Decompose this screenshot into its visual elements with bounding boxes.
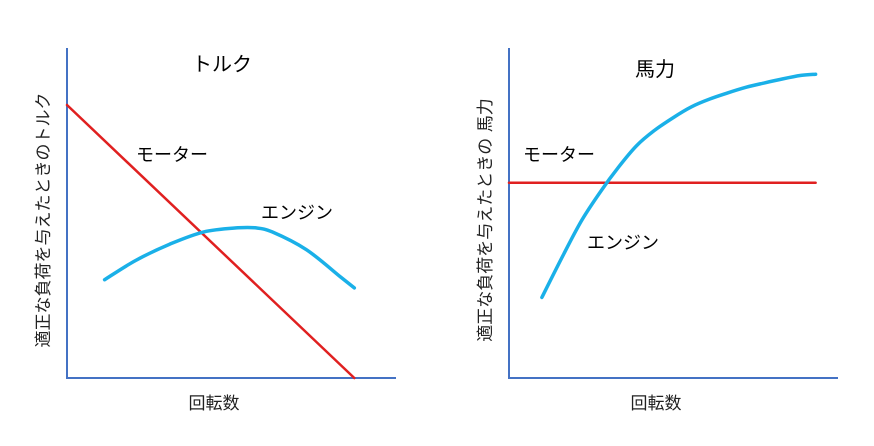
horsepower-chart-title: 馬力 xyxy=(635,57,675,81)
torque-engine-line xyxy=(102,225,357,290)
torque-motor-line xyxy=(65,103,356,380)
torque-motor-label: モーター xyxy=(136,145,208,166)
torque-engine-label: エンジン xyxy=(261,203,333,224)
torque-x-axis-label: 回転数 xyxy=(189,394,240,414)
horsepower-y-axis-label: 適正な負荷を与えたときの 馬力 xyxy=(476,98,496,341)
horsepower-motor-label: モーター xyxy=(523,145,595,166)
horsepower-x-axis-label: 回転数 xyxy=(631,394,682,414)
torque-chart: トルク モーター エンジン 回転数 適正な負荷を与えたときのトルク xyxy=(34,48,396,414)
horsepower-engine-line xyxy=(540,72,818,300)
horsepower-engine-label: エンジン xyxy=(587,233,659,254)
torque-chart-title: トルク xyxy=(192,52,252,76)
horsepower-chart: 馬力 モーター エンジン 回転数 適正な負荷を与えたときの 馬力 xyxy=(476,48,838,414)
torque-y-axis-label: 適正な負荷を与えたときのトルク xyxy=(34,93,54,348)
